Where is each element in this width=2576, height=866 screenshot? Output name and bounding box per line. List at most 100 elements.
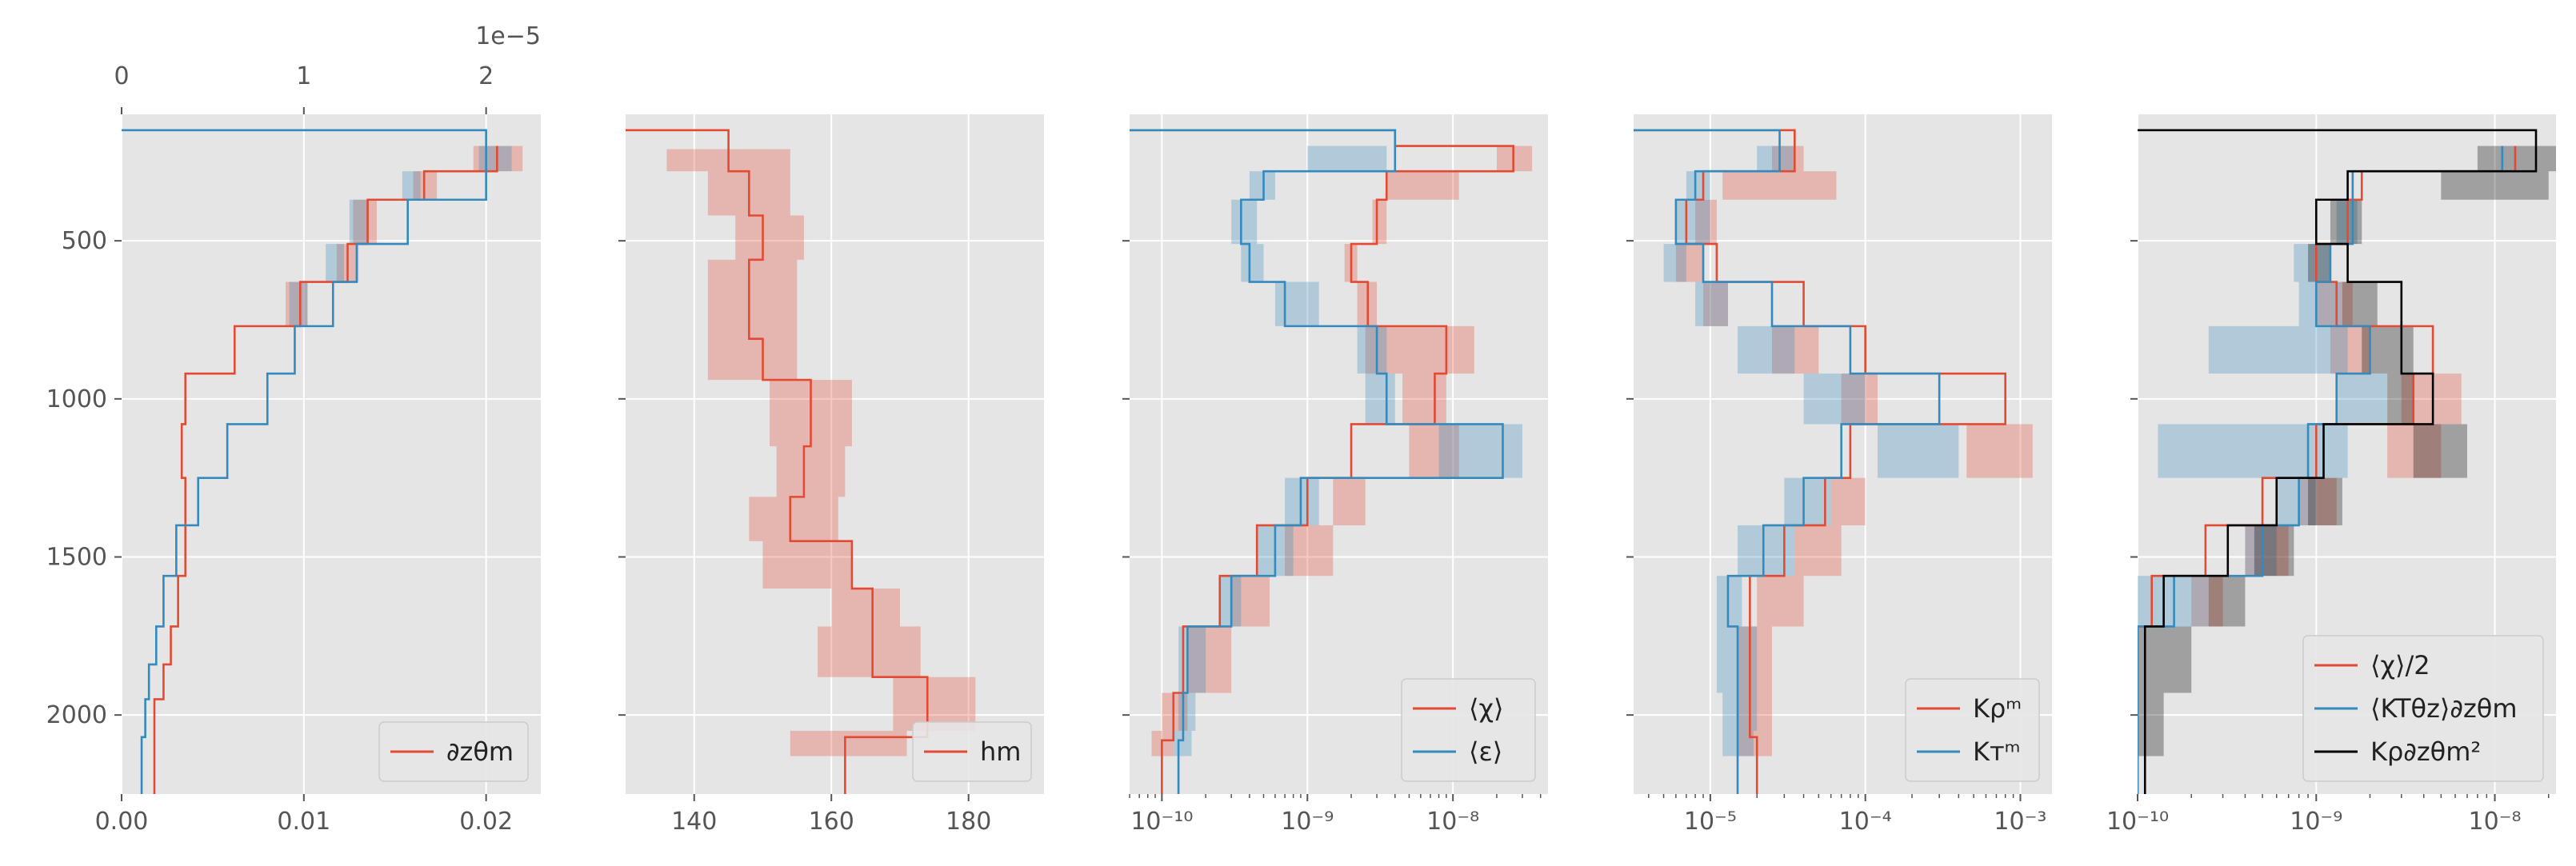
x-tick-label: 0.01 — [277, 808, 330, 836]
uncertainty-band — [349, 199, 368, 245]
uncertainty-band — [1738, 730, 1773, 756]
plot-body — [2138, 129, 2556, 794]
uncertainty-band — [1830, 477, 1866, 525]
x-tick-label: 10⁻⁵ — [1684, 808, 1737, 836]
grid-lines — [121, 114, 541, 794]
uncertainty-band — [1738, 325, 1795, 374]
series-1-uncertainty-bands — [1663, 146, 1959, 756]
uncertainty-band — [1274, 281, 1319, 326]
uncertainty-band — [707, 338, 798, 381]
uncertainty-band — [1438, 424, 1522, 478]
uncertainty-band — [2138, 730, 2164, 756]
top-tick-label: 1 — [296, 62, 311, 90]
legend-label: Kρ∂zθm² — [2370, 736, 2481, 767]
legend: Kρᵐ Kᴛᵐ — [1905, 678, 2040, 782]
uncertainty-band — [402, 171, 421, 200]
uncertainty-band — [1409, 424, 1459, 478]
top-tick-label: 2 — [478, 62, 494, 90]
uncertainty-band — [1686, 171, 1710, 200]
x-tick-label: 10⁻⁴ — [1839, 808, 1892, 836]
series-2-uncertainty-bands — [2138, 146, 2556, 756]
series-line — [1634, 129, 1941, 794]
uncertainty-band — [2330, 325, 2370, 374]
uncertainty-band — [762, 541, 852, 589]
plot-background — [122, 114, 541, 794]
grid-lines — [1634, 114, 2052, 794]
top-axis-offset-label: 1e−5 — [475, 22, 541, 50]
uncertainty-band — [735, 215, 804, 260]
uncertainty-band — [2138, 692, 2164, 731]
uncertainty-band — [478, 146, 512, 172]
uncertainty-band — [749, 497, 838, 541]
series-0-uncertainty-bands — [1151, 146, 1533, 756]
x-tick-label: 10⁻⁸ — [1426, 808, 1479, 836]
legend-frame — [1401, 678, 1536, 782]
y-tick-label: 500 — [62, 227, 107, 255]
y-tick-label: 2000 — [46, 701, 107, 729]
x-tick-label: 10⁻¹⁰ — [1130, 808, 1193, 836]
legend: hm — [912, 721, 1032, 782]
uncertainty-band — [1496, 146, 1533, 172]
series-line — [2138, 129, 2538, 794]
plot-body — [1634, 129, 2033, 794]
uncertainty-band — [1675, 244, 1704, 282]
uncertainty-band — [1716, 576, 1742, 627]
uncertainty-band — [1772, 325, 1819, 374]
legend-label: Kᴛᵐ — [1973, 736, 2021, 767]
uncertainty-band — [2298, 281, 2342, 326]
uncertainty-band — [1178, 692, 1196, 731]
series-line — [626, 129, 929, 794]
series-line — [1130, 129, 1504, 794]
top-tick-label: 0 — [114, 62, 129, 90]
uncertainty-band — [2294, 244, 2330, 282]
legend: ∂zθm — [378, 721, 529, 782]
uncertainty-band — [1365, 373, 1395, 425]
uncertainty-band — [1372, 199, 1387, 245]
x-tick-label: 160 — [809, 808, 854, 836]
uncertainty-band — [1738, 525, 1795, 577]
uncertainty-band — [1386, 171, 1459, 200]
legend-label: ⟨χ⟩/2 — [2370, 650, 2430, 680]
uncertainty-band — [818, 626, 921, 677]
uncertainty-band — [286, 281, 308, 326]
uncertainty-band — [2245, 525, 2277, 577]
uncertainty-band — [2441, 171, 2549, 200]
uncertainty-band — [776, 446, 846, 497]
uncertainty-band — [2138, 626, 2192, 693]
series-line — [122, 129, 487, 794]
uncertainty-band — [2387, 424, 2442, 478]
panel-hm: 140 160 180 hm — [618, 114, 1044, 836]
uncertainty-band — [2254, 525, 2294, 577]
uncertainty-band — [1878, 424, 1959, 478]
y-tick-label: 1000 — [46, 385, 107, 413]
uncertainty-band — [2330, 199, 2362, 245]
uncertainty-band — [2276, 477, 2317, 525]
series-line — [153, 146, 498, 794]
uncertainty-band — [707, 259, 798, 339]
uncertainty-band — [2336, 373, 2388, 425]
legend-frame — [2302, 635, 2544, 782]
uncertainty-band — [1695, 199, 1717, 245]
x-tick-label: 10⁻⁹ — [2290, 808, 2342, 836]
uncertainty-band — [2298, 477, 2337, 525]
uncertainty-band — [2342, 281, 2378, 326]
uncertainty-band — [1231, 576, 1270, 627]
uncertainty-band — [1772, 146, 1804, 172]
plot-body — [122, 129, 523, 794]
uncertainty-band — [2413, 424, 2467, 478]
uncertainty-band — [1695, 281, 1728, 326]
uncertainty-band — [1285, 477, 1319, 525]
uncertainty-band — [2308, 477, 2342, 525]
uncertainty-band — [1663, 244, 1686, 282]
uncertainty-band — [1241, 244, 1264, 282]
x-tick-label: 10⁻³ — [1994, 808, 2046, 836]
series-0-uncertainty-bands — [1675, 146, 2033, 756]
panel-dtheta: 500 1000 1500 2000 0.00 0.01 0.02 0 1 2 1e−5 ∂zθm — [46, 22, 541, 836]
uncertainty-band — [1722, 171, 1837, 200]
uncertainty-band — [1307, 146, 1387, 172]
panel-variance-budget: 10⁻¹⁰ 10⁻⁹ 10⁻⁸ ⟨χ⟩/2 ⟨KTθz⟩∂zθm Kρ∂zθm² — [2106, 114, 2556, 836]
x-tick-label: 10⁻¹⁰ — [2106, 808, 2169, 836]
uncertainty-band — [2401, 373, 2462, 425]
legend-frame — [912, 721, 1032, 782]
